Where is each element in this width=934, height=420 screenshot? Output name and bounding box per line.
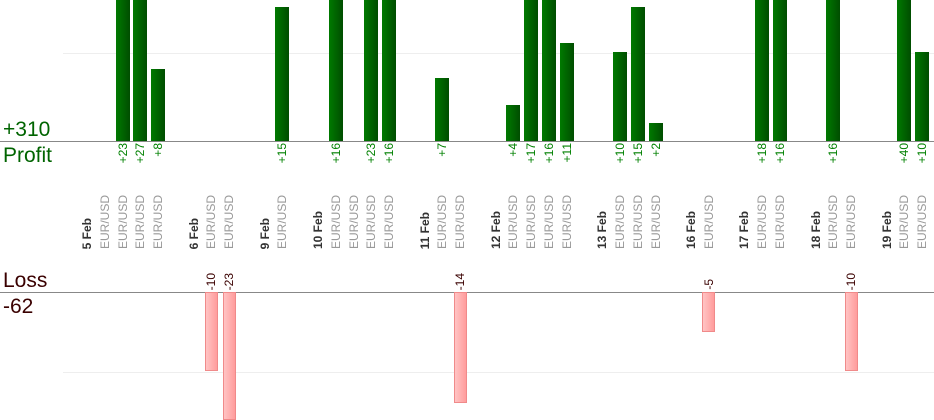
pair-label: EUR/USD <box>844 194 859 249</box>
date-label: 6 Feb <box>186 217 201 249</box>
profit-bar <box>773 0 788 141</box>
profit-baseline <box>0 141 934 142</box>
profit-value-label: +16 <box>328 143 343 164</box>
profit-value-label: +8 <box>151 143 166 157</box>
profit-value-label: +23 <box>115 143 130 164</box>
profit-bar <box>755 0 770 141</box>
pair-label: EUR/USD <box>453 194 468 249</box>
profit-value-label: +7 <box>435 143 450 157</box>
profit-bar <box>382 0 397 141</box>
profit-value-label: +16 <box>542 143 557 164</box>
pair-label: EUR/USD <box>648 194 663 249</box>
pair-label: EUR/USD <box>382 194 397 249</box>
date-label: 12 Feb <box>488 210 503 249</box>
profit-value-label: +15 <box>275 143 290 164</box>
date-label: 11 Feb <box>417 211 432 249</box>
profit-bar <box>115 0 130 141</box>
loss-bar <box>204 292 218 371</box>
pair-label: EUR/USD <box>755 194 770 249</box>
pair-label: EUR/USD <box>275 194 290 249</box>
pair-label: EUR/USD <box>133 194 148 249</box>
profit-value-label: +23 <box>364 143 379 164</box>
loss-total: -62 <box>3 295 34 318</box>
pair-label: EUR/USD <box>435 194 450 249</box>
profit-gridline <box>63 53 934 54</box>
pair-label: EUR/USD <box>97 194 112 249</box>
date-label: 16 Feb <box>684 210 699 249</box>
profit-value-label: +40 <box>897 143 912 164</box>
profit-value-label: +16 <box>382 143 397 164</box>
profit-bar <box>826 0 841 141</box>
profit-bar <box>630 6 645 141</box>
profit-value-label: +4 <box>506 143 521 157</box>
date-label: 10 Feb <box>311 210 325 249</box>
profit-bar <box>133 0 148 141</box>
loss-baseline <box>0 292 934 293</box>
profit-total: +310 <box>3 118 51 141</box>
pair-label: EUR/USD <box>524 194 539 249</box>
date-label: 9 Feb <box>257 217 272 249</box>
loss-value-label: -14 <box>453 272 468 290</box>
pair-label: EUR/USD <box>701 194 716 249</box>
profit-bar <box>364 0 379 141</box>
loss-bar <box>844 292 858 371</box>
date-label: 5 Feb <box>80 217 94 249</box>
pair-label: EUR/USD <box>364 194 379 249</box>
profit-value-label: +11 <box>559 143 574 163</box>
profit-label: Profit <box>3 144 53 167</box>
loss-label: Loss <box>3 269 48 292</box>
profit-value-label: +18 <box>755 143 770 164</box>
profit-value-label: +15 <box>630 143 645 164</box>
date-label: 17 Feb <box>737 210 752 249</box>
profit-value-label: +10 <box>613 143 628 164</box>
pair-label: EUR/USD <box>151 194 166 249</box>
profit-bar <box>897 0 912 141</box>
profit-value-label: +2 <box>648 143 663 157</box>
profit-bar <box>275 6 290 141</box>
loss-value-label: -23 <box>222 272 237 290</box>
profit-bar <box>524 0 539 141</box>
profit-value-label: +10 <box>915 143 930 164</box>
pair-label: EUR/USD <box>897 194 912 249</box>
date-label: 13 Feb <box>595 210 610 249</box>
profit-bar <box>648 123 663 141</box>
profit-bar <box>151 69 166 141</box>
pair-label: EUR/USD <box>542 194 557 249</box>
profit-value-label: +16 <box>773 143 788 164</box>
loss-gridline <box>63 372 934 373</box>
pair-label: EUR/USD <box>346 194 361 249</box>
profit-bar <box>328 0 343 141</box>
pair-label: EUR/USD <box>115 194 130 249</box>
profit-value-label: +17 <box>524 143 539 164</box>
pair-label: EUR/USD <box>826 194 841 249</box>
loss-value-label: -5 <box>701 279 716 290</box>
pair-label: EUR/USD <box>222 194 237 249</box>
profit-bar <box>559 42 574 141</box>
profit-bar <box>435 78 450 141</box>
profit-bar <box>506 105 521 141</box>
date-label: 19 Feb <box>879 210 894 249</box>
loss-value-label: -10 <box>204 272 219 290</box>
pair-label: EUR/USD <box>204 194 219 249</box>
profit-bar <box>542 0 557 141</box>
loss-bar <box>702 292 716 332</box>
pair-label: EUR/USD <box>559 194 574 249</box>
profit-bar <box>915 51 930 141</box>
pair-label: EUR/USD <box>630 194 645 249</box>
loss-bar <box>222 292 236 420</box>
pair-label: EUR/USD <box>613 194 628 249</box>
pair-label: EUR/USD <box>328 194 343 249</box>
pair-label: EUR/USD <box>506 194 521 249</box>
pair-label: EUR/USD <box>915 194 930 249</box>
loss-bar <box>453 292 467 403</box>
profit-bar <box>613 51 628 141</box>
date-label: 18 Feb <box>808 210 823 249</box>
pair-label: EUR/USD <box>773 194 788 249</box>
loss-value-label: -10 <box>844 272 859 290</box>
profit-value-label: +16 <box>826 143 841 164</box>
profit-value-label: +27 <box>133 143 148 164</box>
